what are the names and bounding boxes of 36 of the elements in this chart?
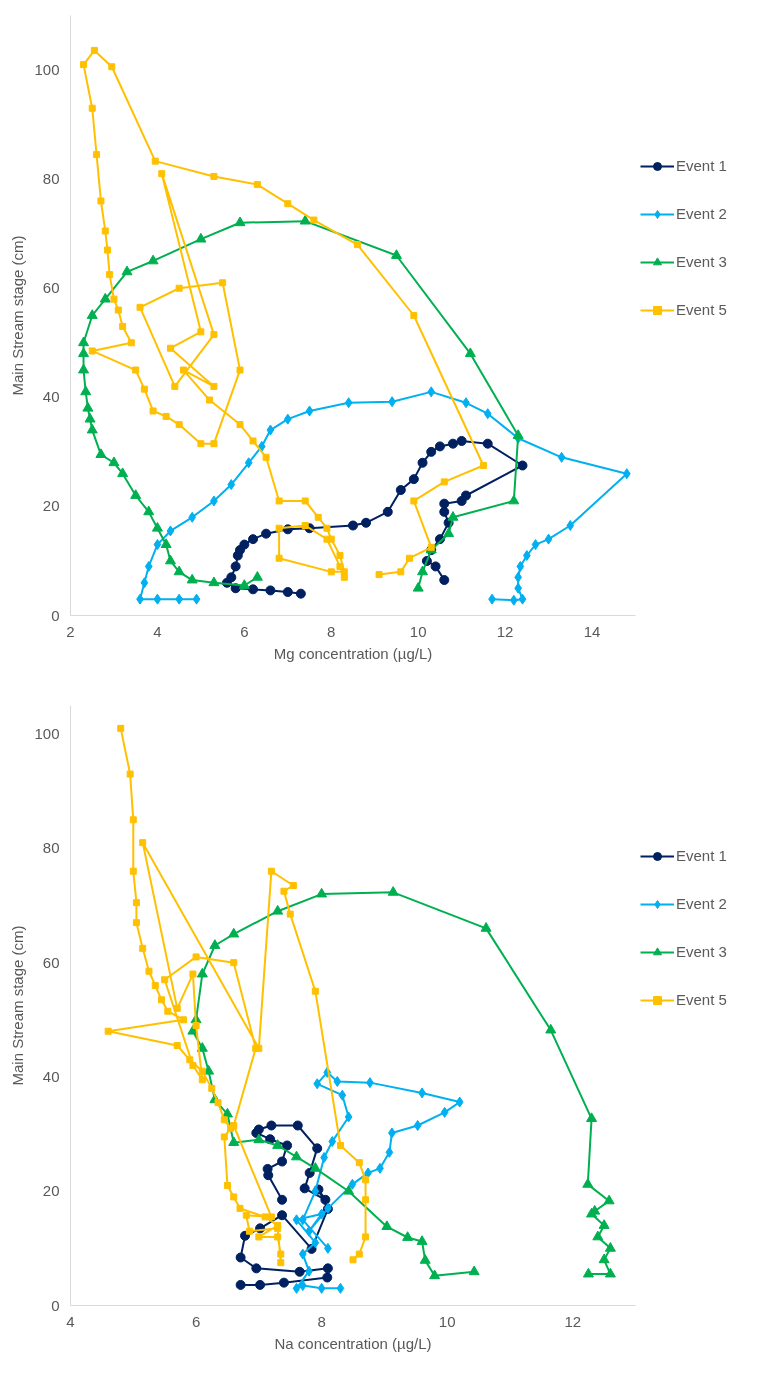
- y-tick-label: 60: [42, 953, 60, 971]
- legend-label: Event 5: [676, 991, 727, 1008]
- y-tick-label: 20: [42, 1182, 60, 1200]
- legend-label: Event 2: [676, 895, 727, 912]
- x-tick-label: 6: [240, 622, 249, 640]
- legend-label: Event 3: [676, 943, 727, 960]
- x-tick-label: 12: [564, 1312, 582, 1330]
- legend-label: Event 2: [676, 205, 727, 222]
- y-tick-label: 80: [42, 170, 60, 188]
- x-tick-label: 6: [191, 1312, 201, 1330]
- y-tick-label: 40: [42, 388, 60, 406]
- y-tick-label: 0: [51, 1296, 60, 1314]
- x-tick-label: 4: [66, 1312, 75, 1330]
- x-axis-title: Mg concentration (µg/L): [273, 644, 433, 662]
- x-tick-label: 14: [583, 622, 601, 640]
- legend-label: Event 3: [676, 253, 727, 270]
- x-axis-title: Na concentration (µg/L): [274, 1334, 432, 1352]
- y-tick-label: 100: [34, 725, 60, 743]
- y-tick-label: 100: [34, 61, 60, 79]
- x-tick-label: 2: [66, 622, 75, 640]
- x-tick-label: 8: [317, 1312, 326, 1330]
- legend-label: Event 1: [676, 157, 727, 174]
- x-tick-label: 10: [409, 622, 427, 640]
- y-axis-title: Main Stream stage (cm): [9, 235, 27, 396]
- y-tick-label: 0: [51, 606, 60, 624]
- y-tick-label: 80: [42, 839, 60, 857]
- y-tick-label: 40: [42, 1067, 60, 1085]
- legend-label: Event 1: [676, 847, 727, 864]
- y-axis-title: Main Stream stage (cm): [9, 925, 27, 1086]
- y-tick-label: 60: [42, 279, 60, 297]
- x-tick-label: 4: [153, 622, 162, 640]
- y-tick-label: 20: [42, 497, 60, 515]
- legend-label: Event 5: [676, 301, 727, 318]
- x-tick-label: 10: [438, 1312, 456, 1330]
- x-tick-label: 8: [327, 622, 336, 640]
- x-tick-label: 12: [496, 622, 514, 640]
